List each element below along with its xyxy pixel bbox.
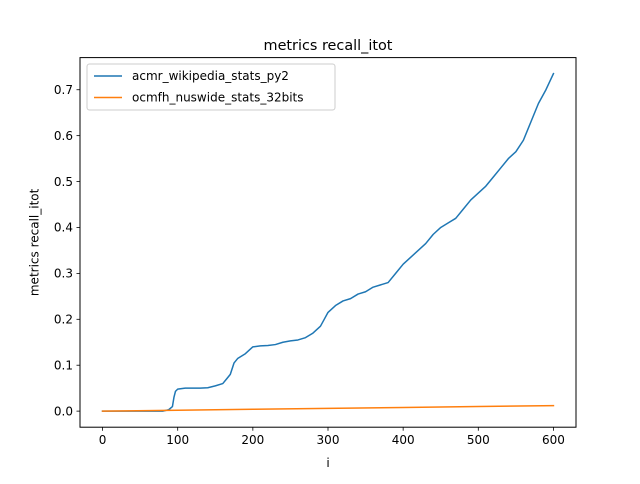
plot-background [80,57,576,428]
y-tick-label: 0.3 [54,267,73,281]
x-tick-label: 100 [166,433,189,447]
y-tick-label: 0.2 [54,313,73,327]
legend-label: ocmfh_nuswide_stats_32bits [132,91,304,105]
legend-entries: acmr_wikipedia_stats_py2 ocmfh_nuswide_st… [94,69,304,105]
legend: acmr_wikipedia_stats_py2 ocmfh_nuswide_st… [86,63,336,111]
x-tick-label: 0 [99,433,107,447]
y-tick-label: 0.4 [54,221,73,235]
legend-label: acmr_wikipedia_stats_py2 [132,69,289,83]
y-tick-label: 0.5 [54,175,73,189]
legend-box [86,63,336,111]
x-tick-label: 600 [542,433,565,447]
x-axis: 0 100 200 300 400 500 600 [99,427,565,447]
chart-title: metrics recall_itot [264,38,393,54]
series-lines [101,72,555,412]
y-tick-label: 0.1 [54,358,73,372]
x-tick-label: 400 [392,433,415,447]
x-axis-label: i [326,456,329,470]
plot-area [79,57,577,428]
y-axis: 0.0 0.1 0.2 0.3 0.4 0.5 0.6 0.7 [54,83,80,418]
series-line-ocmfh_nuswide_stats_32bits [101,404,555,412]
y-axis-label: metrics recall_itot [28,188,42,296]
y-tick-label: 0.6 [54,129,73,143]
x-tick-label: 300 [317,433,340,447]
x-tick-label: 500 [467,433,490,447]
y-tick-label: 0.0 [54,404,73,418]
x-tick-label: 200 [241,433,264,447]
series-line-acmr_wikipedia_stats_py2 [101,72,555,412]
y-tick-label: 0.7 [54,83,73,97]
